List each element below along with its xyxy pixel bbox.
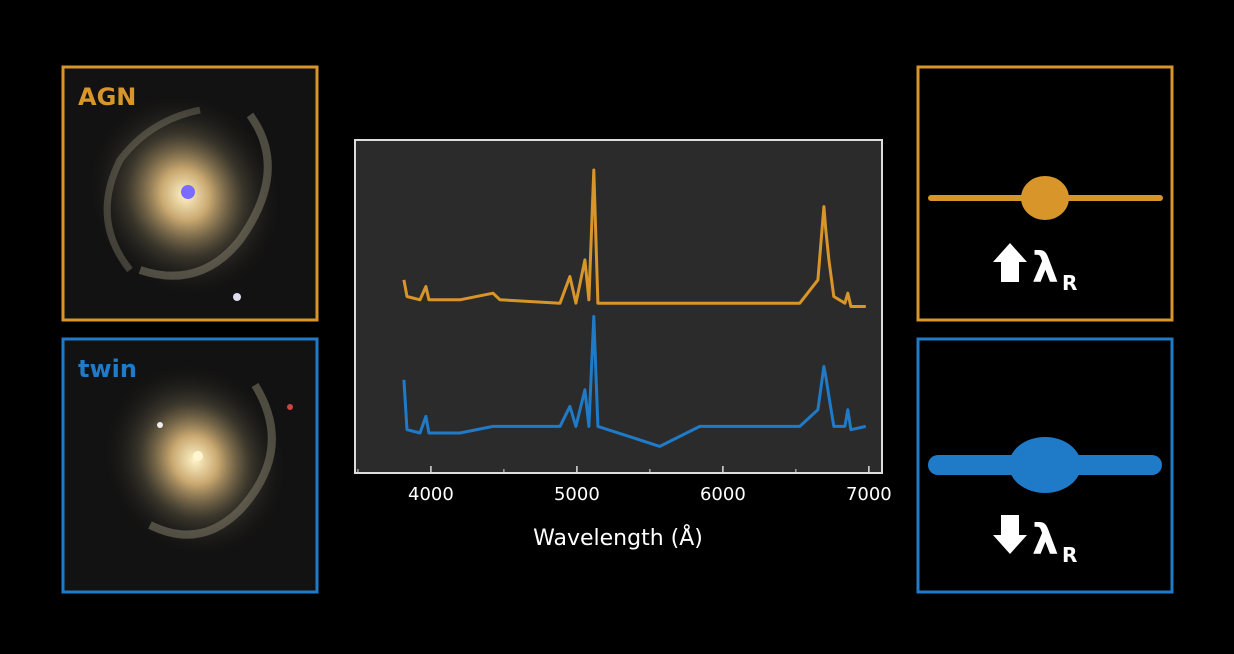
subscript: R [1062,271,1077,295]
low-lambda-panel: λ R [916,337,1174,594]
x-tick-label: 5000 [554,484,600,505]
down-arrow [993,515,1027,554]
spectrum-line [402,168,866,308]
star [287,404,293,410]
plot-area [354,139,883,474]
bulge [1009,437,1081,493]
spiral-arm [103,106,201,273]
up-arrow [993,243,1027,282]
bulge [1021,176,1069,220]
x-tick-label: 4000 [408,484,454,505]
x-axis-label: Wavelength (Å) [533,524,703,551]
twin-panel: twin [61,337,319,594]
lambda: λ [1032,515,1059,564]
star [233,293,241,301]
spectrum-line [402,315,867,448]
agn-label: AGN [78,83,136,111]
x-tick-label: 6000 [700,484,746,505]
twin-label: twin [78,355,137,383]
agn-panel: AGN [61,65,319,322]
x-tick-label: 7000 [846,484,892,505]
nucleus [193,451,203,461]
spiral-arm [138,112,272,280]
lambda: λ [1032,243,1059,292]
star [157,422,163,428]
subscript: R [1062,543,1077,567]
nucleus [181,185,195,199]
spiral-arm [148,382,276,539]
spectrum-chart: 4000 5000 6000 7000 [357,168,892,505]
high-lambda-panel: λ R [916,65,1174,322]
